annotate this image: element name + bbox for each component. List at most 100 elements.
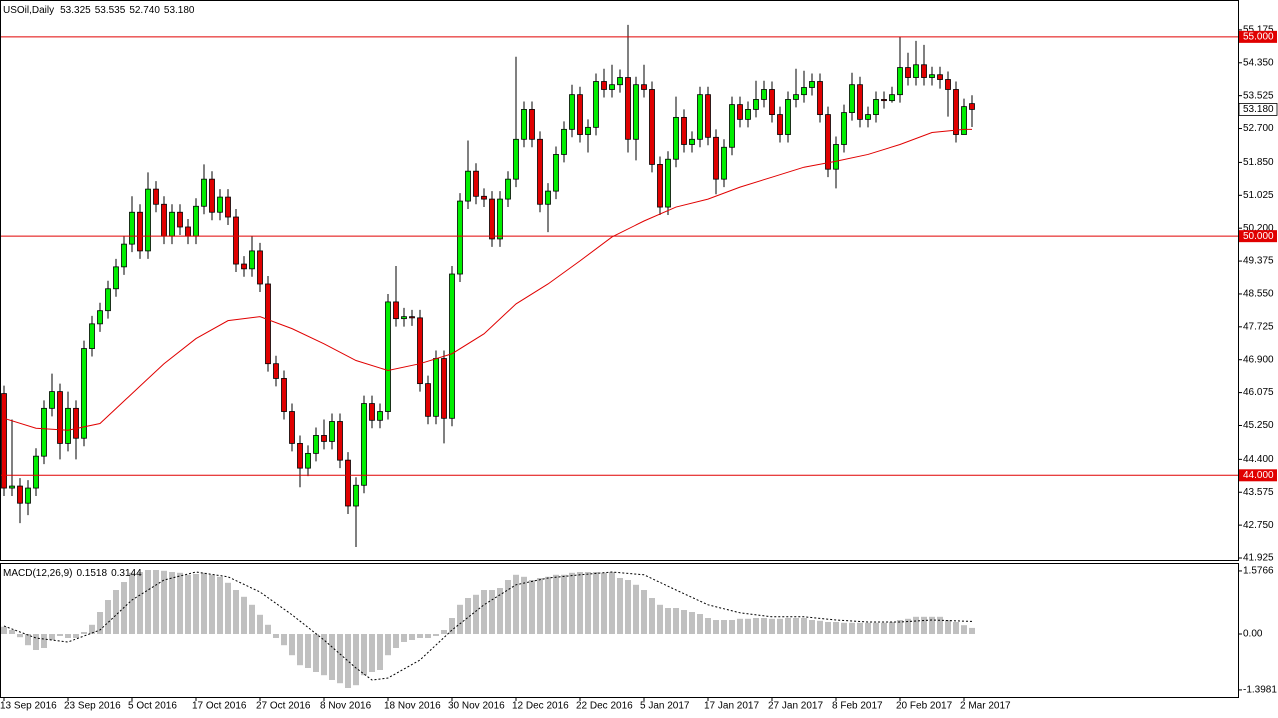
candle-body xyxy=(321,435,327,442)
macd-bar xyxy=(673,608,679,634)
candle-body xyxy=(209,178,215,213)
y-tick-label: 54.350 xyxy=(1243,57,1274,68)
macd-bar xyxy=(865,622,871,634)
candle-body xyxy=(497,198,503,240)
macd-bar xyxy=(49,634,55,640)
candle-body xyxy=(889,94,895,102)
candle-body xyxy=(553,154,559,192)
macd-bar xyxy=(665,608,671,634)
x-tick-label: 18 Nov 2016 xyxy=(384,701,441,712)
macd-bar xyxy=(257,614,263,634)
candle-body xyxy=(393,301,399,320)
header-close: 53.180 xyxy=(164,5,195,16)
candle-body xyxy=(713,136,719,180)
candle-body xyxy=(609,84,615,90)
macd-bar xyxy=(329,634,335,680)
macd-bar xyxy=(905,618,911,634)
macd-bar xyxy=(273,634,279,638)
macd-bar xyxy=(721,620,727,634)
candle-body xyxy=(769,89,775,115)
x-tick-label: 13 Sep 2016 xyxy=(0,701,57,712)
candle-body xyxy=(241,263,247,270)
candle-body xyxy=(545,190,551,205)
macd-bar xyxy=(489,590,495,634)
macd-bar xyxy=(849,622,855,634)
macd-bar xyxy=(73,634,79,638)
macd-bar xyxy=(657,604,663,634)
macd-bar xyxy=(57,634,63,636)
macd-bar xyxy=(321,634,327,676)
candle-body xyxy=(673,116,679,160)
x-tick-label: 22 Dec 2016 xyxy=(576,701,633,712)
level-label-box xyxy=(1239,469,1277,482)
macd-bar xyxy=(961,625,967,634)
macd-bar xyxy=(425,634,431,638)
candle-body xyxy=(569,94,575,130)
macd-bar xyxy=(825,622,831,634)
y-tick-label: 51.025 xyxy=(1243,190,1274,201)
macd-bar xyxy=(913,616,919,634)
macd-bar xyxy=(113,590,119,634)
candle-body xyxy=(625,77,631,140)
macd-bar xyxy=(945,620,951,634)
candle-body xyxy=(217,196,223,213)
candle-body xyxy=(705,94,711,138)
y-tick-label: 52.700 xyxy=(1243,123,1274,134)
macd-bar xyxy=(785,618,791,634)
macd-bar xyxy=(433,634,439,636)
candle-body xyxy=(457,200,463,275)
macd-bar xyxy=(497,588,503,634)
candle-body xyxy=(697,94,703,140)
macd-bar xyxy=(593,572,599,634)
macd-bar xyxy=(577,572,583,634)
candle-body xyxy=(793,94,799,100)
macd-bar xyxy=(705,618,711,634)
candle-body xyxy=(921,64,927,78)
macd-bar xyxy=(9,630,15,634)
candle-body xyxy=(193,205,199,237)
y-tick-label: 51.850 xyxy=(1243,157,1274,168)
candle-body xyxy=(41,407,47,457)
symbol-title: USOil,Daily xyxy=(3,5,54,16)
macd-main-value: 0.1518 xyxy=(76,568,107,579)
y-tick-label: 47.725 xyxy=(1243,321,1274,332)
macd-bar xyxy=(385,634,391,656)
macd-bar xyxy=(185,574,191,634)
macd-bar xyxy=(897,620,903,634)
candle-body xyxy=(945,79,951,90)
macd-bar xyxy=(89,624,95,634)
x-tick-label: 20 Feb 2017 xyxy=(896,701,953,712)
candle-body xyxy=(513,138,519,180)
macd-bar xyxy=(873,622,879,634)
x-tick-label: 27 Oct 2016 xyxy=(256,701,311,712)
candle-body xyxy=(337,421,343,461)
candle-body xyxy=(801,87,807,96)
candle-body xyxy=(969,103,975,110)
y-tick-label: 42.750 xyxy=(1243,520,1274,531)
candle-body xyxy=(897,67,903,96)
candle-body xyxy=(593,81,599,128)
macd-bar xyxy=(41,634,47,648)
macd-panel-frame xyxy=(0,563,1239,698)
candle-body xyxy=(153,188,159,205)
macd-bar xyxy=(561,574,567,634)
y-tick-label: 44.400 xyxy=(1243,454,1274,465)
candle-body xyxy=(161,203,167,237)
level-label-box xyxy=(1239,30,1277,43)
candle-body xyxy=(473,170,479,197)
moving-average-line xyxy=(3,128,972,431)
macd-bar xyxy=(161,570,167,634)
candle-body xyxy=(529,109,535,140)
macd-bar xyxy=(17,634,23,638)
y-tick-label: 50.200 xyxy=(1243,223,1274,234)
macd-bar xyxy=(769,618,775,634)
candle-body xyxy=(137,211,143,252)
x-tick-label: 23 Sep 2016 xyxy=(64,701,121,712)
signal-line xyxy=(3,571,973,681)
candle-body xyxy=(721,146,727,180)
macd-bar xyxy=(633,584,639,634)
candle-body xyxy=(849,84,855,113)
candle-body xyxy=(281,378,287,412)
candle-body xyxy=(601,81,607,90)
candle-body xyxy=(681,116,687,145)
